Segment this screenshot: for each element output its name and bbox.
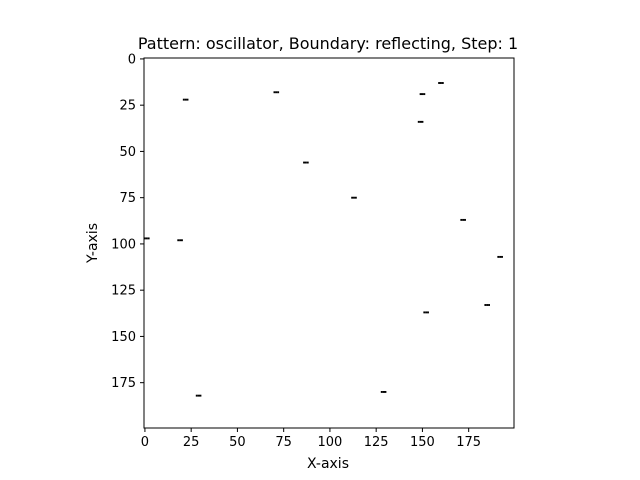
y-axis-label: Y-axis (85, 223, 101, 264)
x-tick-label: 0 (141, 435, 149, 450)
x-tick-label: 50 (229, 435, 246, 450)
y-tick-label: 100 (111, 237, 136, 252)
live-cell (441, 82, 444, 84)
live-cell (440, 82, 442, 84)
live-cell (427, 311, 429, 314)
live-cells-layer (144, 82, 503, 397)
y-tick-label: 0 (128, 52, 136, 67)
live-cell (195, 394, 198, 397)
x-tick-label: 100 (318, 435, 343, 450)
live-cell (177, 239, 180, 242)
live-cell (464, 218, 466, 221)
x-tick-label: 125 (364, 435, 389, 450)
live-cell (421, 93, 424, 96)
live-cell (499, 255, 502, 258)
live-cell (184, 98, 187, 101)
live-cell (486, 304, 489, 306)
live-cell (199, 394, 202, 397)
live-cell (384, 391, 387, 393)
live-cell (179, 239, 182, 242)
live-cell (351, 196, 354, 199)
y-tick-label: 75 (119, 191, 136, 206)
y-tick-label: 50 (119, 145, 136, 160)
live-cell (197, 394, 200, 397)
live-cell (277, 91, 280, 94)
live-cell (182, 98, 185, 101)
y-axis: 0 25 50 75 100 125 150 175 (111, 52, 144, 391)
live-cell (382, 391, 385, 393)
live-cell (275, 91, 278, 94)
live-cell (460, 218, 463, 221)
live-cell (419, 120, 422, 123)
live-cell (462, 218, 465, 221)
x-axis-label: X-axis (307, 456, 349, 472)
live-cell (304, 161, 307, 164)
x-axis: 0 25 50 75 100 125 150 175 (141, 428, 481, 450)
live-cell (419, 93, 422, 96)
y-tick-label: 150 (111, 330, 136, 345)
chart-title: Pattern: oscillator, Boundary: reflectin… (138, 34, 518, 53)
x-tick-label: 175 (456, 435, 481, 450)
live-cell (353, 196, 355, 199)
y-tick-label: 125 (111, 284, 136, 299)
live-cell (425, 311, 428, 314)
live-cell (145, 237, 148, 240)
y-tick-label: 25 (119, 99, 136, 114)
live-cell (438, 82, 441, 84)
live-cell (306, 161, 309, 164)
live-cell (501, 255, 503, 258)
live-cell (488, 304, 490, 306)
live-cell (423, 93, 426, 96)
live-cell (421, 120, 424, 123)
live-cell (144, 237, 146, 240)
y-tick-label: 175 (111, 376, 136, 391)
x-tick-label: 25 (183, 435, 200, 450)
live-cell (273, 91, 276, 94)
live-cell (181, 239, 183, 242)
live-cell (186, 98, 189, 101)
live-cell (147, 237, 150, 240)
live-cell (423, 311, 426, 314)
x-tick-label: 150 (410, 435, 435, 450)
live-cell (380, 391, 383, 393)
plot-frame (143, 57, 515, 429)
plot-background (144, 58, 514, 428)
live-cell (303, 161, 305, 164)
x-tick-label: 75 (275, 435, 292, 450)
live-cell (484, 304, 487, 306)
live-cell (417, 120, 420, 123)
live-cell (497, 255, 500, 258)
plot-area (143, 57, 515, 429)
live-cell (354, 196, 357, 199)
